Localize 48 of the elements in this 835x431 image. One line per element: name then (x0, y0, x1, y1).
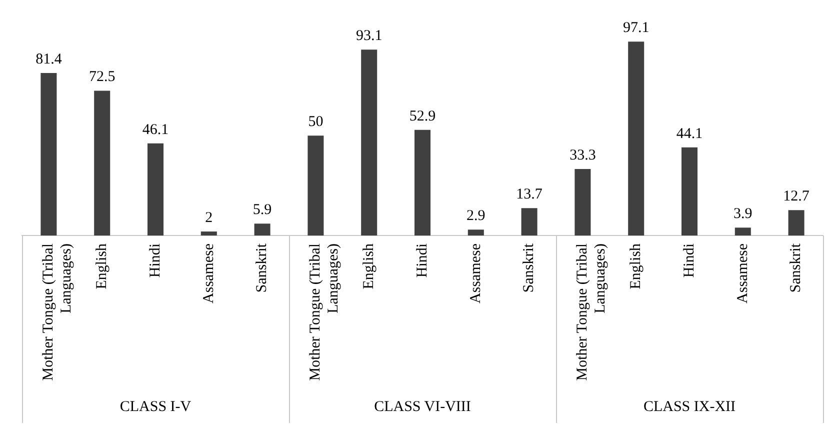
data-label: 97.1 (622, 20, 650, 36)
data-label: 33.3 (570, 147, 596, 164)
bar (628, 42, 644, 236)
bar (254, 224, 270, 236)
data-label: 2.9 (466, 208, 486, 224)
bar (308, 136, 324, 236)
bar (361, 50, 378, 236)
x-tick-label: Assamese (200, 243, 217, 304)
data-label: 44.1 (676, 126, 703, 142)
data-label: 13.7 (516, 186, 543, 203)
x-tick-label: Hindi (147, 243, 164, 278)
x-tick-label: Hindi (414, 243, 430, 278)
x-tick-label: Mother Tongue (Tribal Languages) (308, 243, 342, 381)
data-label: 81.4 (36, 51, 62, 68)
bar (521, 208, 538, 236)
x-tick-label: Mother Tongue (Tribal Languages) (40, 243, 75, 381)
x-tick-label: Assamese (734, 243, 751, 304)
x-tick-label: Hindi (681, 243, 698, 278)
data-label: 2 (205, 210, 213, 226)
text: CLASS I-V (120, 398, 192, 415)
data-label: 52.9 (409, 108, 436, 124)
text: CLASS IX-XII (643, 398, 736, 415)
x-tick-label: Mother Tongue (Tribal Languages) (574, 243, 609, 381)
bar (40, 72, 57, 236)
bar (468, 230, 484, 236)
x-tick-label: English (361, 242, 378, 290)
x-tick-label: English (94, 242, 110, 290)
bar (788, 210, 804, 236)
x-tick-label: Sanskrit (788, 242, 804, 293)
bar (414, 130, 431, 236)
data-label: 3.9 (734, 206, 752, 222)
x-tick-label: Sanskrit (521, 242, 538, 293)
bar (574, 168, 591, 236)
data-label: 12.7 (783, 188, 810, 205)
bar (681, 147, 698, 236)
bar (94, 90, 110, 236)
x-tick-label: English (628, 242, 644, 290)
bar (200, 231, 217, 236)
data-label: 46.1 (142, 122, 169, 138)
x-tick-label: Assamese (468, 243, 484, 304)
x-tick-label: Sanskrit (254, 242, 270, 293)
data-label: 93.1 (356, 28, 382, 44)
bar (734, 228, 751, 236)
bar (147, 143, 164, 236)
text: CLASS VI-VIII (374, 398, 471, 415)
data-label: 5.9 (252, 202, 272, 218)
data-label: 50 (308, 114, 324, 130)
data-label: 72.5 (88, 69, 116, 86)
